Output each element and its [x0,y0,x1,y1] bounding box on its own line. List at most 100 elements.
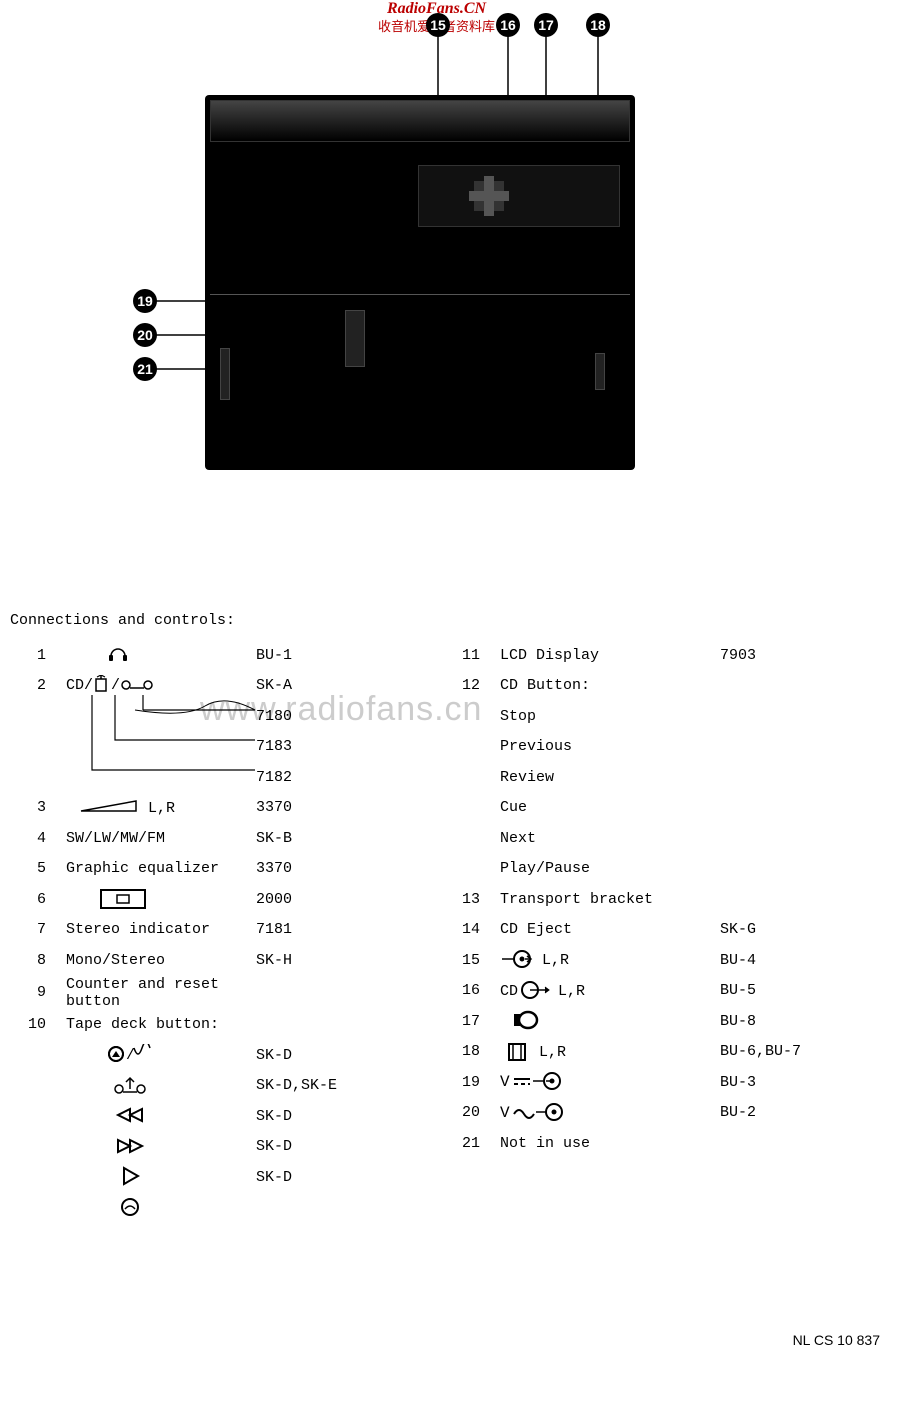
row-description: CD Button: [500,677,720,694]
list-row: 17 BU-8 [440,1006,880,1037]
row-number: 6 [10,891,66,908]
row-description: Transport bracket [500,891,720,908]
row-number: 1 [10,647,66,664]
row-description [500,949,720,971]
row-code: SK-H [256,952,440,969]
row-description [66,1044,256,1066]
row-description [66,1197,256,1219]
row-number: 17 [440,1013,500,1030]
list-row: Play/Pause [440,854,880,885]
row-code: 7183 [256,738,440,755]
tape-up-icon [111,1075,151,1097]
row-description [500,1041,720,1063]
row-code: 3370 [256,799,440,816]
row-description [66,888,256,910]
row-number: 4 [10,830,66,847]
row-code: 2000 [256,891,440,908]
list-row: 15 BU-4 [440,945,880,976]
callout-21: 21 [137,361,153,377]
vdc-icon [500,1071,566,1093]
list-row: 12CD Button: [440,671,880,702]
vol-lr-icon [76,797,188,819]
spk-lr-icon [505,1041,577,1063]
row-code: SK-D [256,1108,440,1125]
row-number: 15 [440,952,500,969]
row-description: Tape deck button: [66,1016,256,1033]
row-number: 7 [10,921,66,938]
row-code: BU-4 [720,952,880,969]
row-code: 3370 [256,860,440,877]
list-row: Stop [440,701,880,732]
list-row: 9Counter and reset button [10,976,440,1010]
callout-15: 15 [430,17,446,33]
row-description: Cue [500,799,720,816]
row-number: 21 [440,1135,500,1152]
callout-16: 16 [500,17,516,33]
row-code: BU-6,BU-7 [720,1043,880,1060]
footer-code: NL CS 10 837 [793,1332,880,1348]
list-row: 11LCD Display7903 [440,640,880,671]
list-row: SK-D [10,1101,440,1132]
callout-20: 20 [137,327,153,343]
list-row [10,1193,440,1224]
row-description [66,1136,256,1158]
row-code: 7181 [256,921,440,938]
row-description: Stop [500,708,720,725]
cdout-lr-icon [500,980,597,1002]
row-description [66,1075,256,1097]
callout-17: 17 [538,17,554,33]
row-number: 9 [10,984,66,1001]
row-code: SK-B [256,830,440,847]
list-row: 7Stereo indicator7181 [10,915,440,946]
lineout-lr-icon [500,949,582,971]
list-row: 13Transport bracket [440,884,880,915]
row-code: 7903 [720,647,880,664]
row-description: Next [500,830,720,847]
list-row: 5Graphic equalizer3370 [10,854,440,885]
row-number: 19 [440,1074,500,1091]
row-number: 14 [440,921,500,938]
controls-list-right: 11LCD Display790312CD Button:StopPreviou… [440,640,880,1159]
row-code: BU-5 [720,982,880,999]
row-description [500,980,720,1002]
list-row: 7182 [10,762,440,793]
row-number: 2 [10,677,66,694]
list-row: SK-D [10,1040,440,1071]
row-code: SK-D [256,1047,440,1064]
row-description: Previous [500,738,720,755]
row-description: Counter and reset button [66,976,256,1010]
list-row: Review [440,762,880,793]
controls-list-left: 1BU-12SK-A718071837182333704SW/LW/MW/FMS… [10,640,440,1223]
list-row: SK-D [10,1132,440,1163]
row-description [66,1105,256,1127]
row-description [66,797,256,819]
row-description [66,644,256,666]
cassette-icon [91,888,163,910]
callout-19: 19 [137,293,153,309]
row-description: Stereo indicator [66,921,256,938]
device-diagram: 15 16 17 18 19 20 21 [120,10,660,480]
row-code: BU-1 [256,647,440,664]
eject-icon [118,1197,144,1219]
row-code: SK-D [256,1169,440,1186]
callout-18: 18 [590,17,606,33]
list-row: 4SW/LW/MW/FMSK-B [10,823,440,854]
row-number: 3 [10,799,66,816]
row-code: SK-D [256,1138,440,1155]
row-description: Play/Pause [500,860,720,877]
row-number: 8 [10,952,66,969]
row-description: Not in use [500,1135,720,1152]
row-description [66,1166,256,1188]
row-description [500,1010,720,1032]
row-description [500,1102,720,1124]
row-code: SK-G [720,921,880,938]
rew-icon [114,1105,148,1127]
row-code: 7182 [256,769,440,786]
headphones-icon [106,644,136,666]
callout-lines: 15 16 17 18 19 20 21 [120,10,660,490]
row-description: Review [500,769,720,786]
row-code: BU-3 [720,1074,880,1091]
cd-mic-tape-icon [66,675,158,697]
row-number: 12 [440,677,500,694]
row-code: BU-8 [720,1013,880,1030]
